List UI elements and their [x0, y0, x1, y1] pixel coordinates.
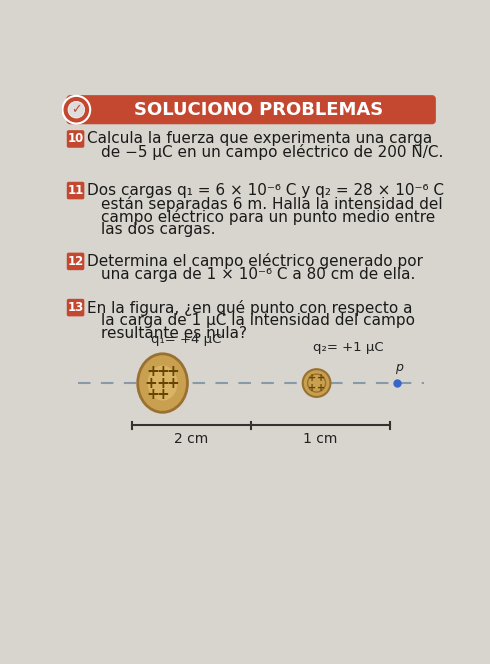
- Circle shape: [68, 102, 85, 118]
- Text: están separadas 6 m. Halla la intensidad del: están separadas 6 m. Halla la intensidad…: [101, 196, 442, 212]
- Text: +: +: [166, 364, 179, 379]
- Text: +: +: [146, 387, 159, 402]
- Text: +: +: [317, 382, 325, 392]
- Text: +: +: [166, 376, 179, 390]
- Text: ✓: ✓: [71, 103, 82, 116]
- FancyBboxPatch shape: [68, 253, 84, 270]
- Text: 2 cm: 2 cm: [174, 432, 209, 446]
- Ellipse shape: [147, 365, 177, 400]
- Text: las dos cargas.: las dos cargas.: [101, 222, 216, 237]
- Text: +: +: [145, 376, 157, 390]
- Text: 12: 12: [68, 255, 84, 268]
- Text: +: +: [156, 387, 169, 402]
- Text: Determina el campo eléctrico generado por: Determina el campo eléctrico generado po…: [87, 254, 423, 270]
- Text: q₂= +1 μC: q₂= +1 μC: [313, 341, 383, 354]
- Text: q₁= +4 μC: q₁= +4 μC: [151, 333, 221, 346]
- Text: 11: 11: [68, 184, 84, 197]
- Text: p: p: [395, 361, 403, 374]
- Text: campo eléctrico para un punto medio entre: campo eléctrico para un punto medio entr…: [101, 208, 435, 224]
- FancyBboxPatch shape: [68, 131, 84, 147]
- Circle shape: [63, 96, 90, 124]
- Text: Calcula la fuerza que experimenta una carga: Calcula la fuerza que experimenta una ca…: [87, 131, 432, 147]
- Text: +: +: [308, 373, 316, 383]
- Text: SOLUCIONO PROBLEMAS: SOLUCIONO PROBLEMAS: [134, 101, 384, 119]
- Ellipse shape: [303, 369, 330, 397]
- FancyBboxPatch shape: [67, 96, 435, 124]
- Text: +: +: [156, 364, 169, 379]
- Text: En la figura, ¿en qué punto con respecto a: En la figura, ¿en qué punto con respecto…: [87, 299, 413, 315]
- Text: +: +: [308, 382, 316, 392]
- Text: una carga de 1 × 10⁻⁶ C a 80 cm de ella.: una carga de 1 × 10⁻⁶ C a 80 cm de ella.: [101, 267, 416, 282]
- FancyBboxPatch shape: [68, 299, 84, 315]
- Text: +: +: [156, 376, 169, 390]
- Ellipse shape: [138, 354, 188, 412]
- Text: +: +: [146, 364, 159, 379]
- Text: 10: 10: [68, 133, 84, 145]
- FancyBboxPatch shape: [68, 183, 84, 199]
- Text: 1 cm: 1 cm: [303, 432, 338, 446]
- Text: Dos cargas q₁ = 6 × 10⁻⁶ C y q₂ = 28 × 10⁻⁶ C: Dos cargas q₁ = 6 × 10⁻⁶ C y q₂ = 28 × 1…: [87, 183, 444, 198]
- Text: +: +: [317, 373, 325, 383]
- Text: de −5 μC en un campo eléctrico de 200 N/C.: de −5 μC en un campo eléctrico de 200 N/…: [101, 144, 443, 160]
- Text: 13: 13: [68, 301, 84, 314]
- Text: resultante es nula?: resultante es nula?: [101, 326, 247, 341]
- Text: la carga de 1 μC la intensidad del campo: la carga de 1 μC la intensidad del campo: [101, 313, 415, 328]
